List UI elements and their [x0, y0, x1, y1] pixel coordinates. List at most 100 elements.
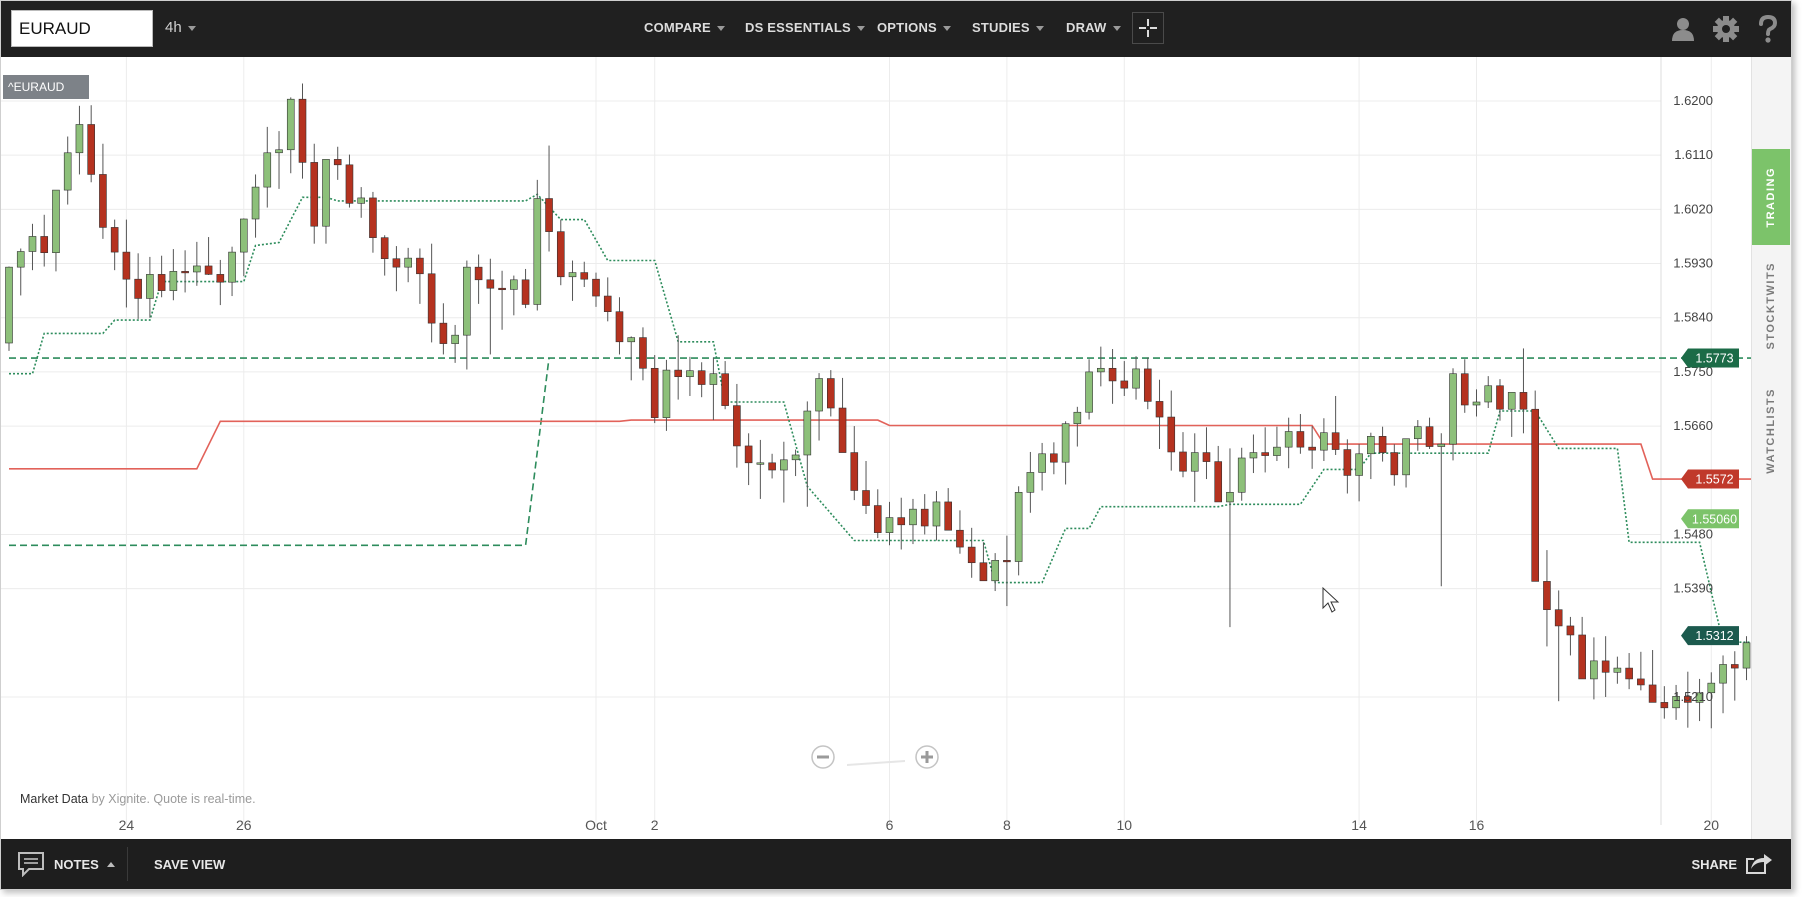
candle-body — [1625, 667, 1633, 680]
zoom-slider[interactable] — [847, 753, 905, 766]
bottom-toolbar: NOTES SAVE VIEW SHARE — [1, 839, 1791, 889]
x-tick-label: 2 — [651, 817, 659, 833]
candle-body — [298, 98, 307, 163]
candle-body — [1237, 457, 1246, 493]
tab-trading[interactable]: TRADING — [1752, 149, 1790, 245]
options-menu-label: OPTIONS — [877, 20, 937, 35]
price-badge-label: 1.5773 — [1695, 352, 1733, 366]
candle — [404, 247, 412, 283]
candle — [75, 105, 84, 175]
candle — [897, 497, 906, 550]
candle-body — [474, 266, 483, 281]
candle-body — [979, 562, 988, 582]
candle-body — [744, 445, 753, 464]
candle — [310, 143, 319, 244]
candle-body — [1613, 667, 1622, 673]
help-button[interactable] — [1753, 13, 1783, 45]
candle-body — [16, 251, 25, 268]
tab-stocktwits[interactable]: STOCKTWITS — [1752, 251, 1790, 361]
candle-body — [580, 272, 589, 280]
candle — [1343, 439, 1352, 494]
candle-body — [146, 274, 154, 299]
candle — [1085, 359, 1093, 420]
candle-body — [721, 373, 729, 406]
crosshair-button[interactable] — [1132, 12, 1164, 44]
compare-menu[interactable]: COMPARE — [644, 20, 725, 35]
candle-body — [780, 459, 788, 471]
candle-body — [1155, 401, 1164, 418]
y-tick-label: 1.6020 — [1673, 201, 1713, 216]
candle-body — [1085, 371, 1093, 413]
interval-dropdown[interactable]: 4h — [165, 19, 196, 39]
candle — [474, 254, 483, 304]
tab-watchlists[interactable]: WATCHLISTS — [1752, 376, 1790, 486]
candle — [733, 383, 741, 468]
candle-body — [322, 159, 330, 227]
candle — [803, 401, 812, 507]
candle-body — [615, 311, 624, 343]
candle-body — [1566, 625, 1575, 636]
candle-body — [1460, 373, 1469, 406]
candle — [1367, 432, 1375, 480]
settings-button[interactable] — [1711, 13, 1741, 45]
candle — [52, 189, 60, 272]
symbol-badge[interactable]: ^EURAUD — [3, 75, 89, 99]
plus-icon — [915, 745, 939, 769]
user-button[interactable] — [1668, 13, 1698, 45]
candle — [357, 187, 366, 218]
help-icon — [1759, 15, 1778, 43]
candle-body — [1425, 426, 1434, 447]
credit-text: by Xignite. Quote is real-time. — [91, 792, 256, 806]
candle-body — [1730, 664, 1739, 669]
candle — [380, 235, 389, 276]
notes-button[interactable]: NOTES — [17, 849, 115, 879]
candle-body — [709, 373, 718, 385]
symbol-input[interactable] — [11, 10, 153, 47]
y-tick-label: 1.5480 — [1673, 526, 1713, 541]
credit-brand: Market Data — [20, 792, 89, 806]
price-chart[interactable]: 1.6200 1.6110 1.6020 1.5930 1.5840 1.5750 1.56… — [1, 57, 1791, 839]
candle — [1155, 379, 1164, 449]
draw-menu[interactable]: DRAW — [1066, 20, 1121, 35]
draw-menu-label: DRAW — [1066, 20, 1107, 35]
ds-essentials-menu-label: DS ESSENTIALS — [745, 20, 851, 35]
candle — [286, 97, 295, 174]
candle-body — [463, 266, 471, 336]
zoom-out-button[interactable] — [811, 745, 835, 769]
ds-essentials-menu[interactable]: DS ESSENTIALS — [745, 20, 865, 35]
studies-menu[interactable]: STUDIES — [972, 20, 1044, 35]
candle — [1578, 616, 1586, 680]
zoom-in-button[interactable] — [915, 745, 939, 769]
candle — [1566, 616, 1575, 656]
indicator-line — [9, 419, 1791, 480]
candle-body — [733, 405, 741, 447]
candle-body — [1519, 392, 1528, 410]
candle — [240, 218, 248, 277]
candle — [333, 146, 342, 180]
share-button[interactable]: SHARE — [1691, 849, 1773, 879]
candle-body — [510, 279, 518, 290]
chart-area[interactable]: 1.6200 1.6110 1.6020 1.5930 1.5840 1.5750 1.56… — [1, 57, 1791, 839]
candle-body — [380, 237, 389, 260]
candle-body — [451, 334, 459, 344]
candle — [862, 460, 870, 514]
notes-label: NOTES — [54, 856, 99, 872]
candle-body — [1308, 446, 1316, 451]
save-view-button[interactable]: SAVE VIEW — [154, 857, 226, 872]
candle-body — [556, 231, 565, 278]
candle-body — [1355, 453, 1363, 476]
candle-body — [1190, 452, 1199, 472]
candle — [5, 266, 13, 351]
candle — [1648, 650, 1657, 703]
candle-body — [1367, 436, 1375, 455]
options-menu[interactable]: OPTIONS — [877, 20, 951, 35]
candle — [521, 268, 530, 309]
candle-body — [345, 164, 354, 204]
x-tick-label: 6 — [886, 817, 894, 833]
candle — [1601, 636, 1610, 697]
price-badge-label: 1.5312 — [1695, 629, 1733, 643]
x-tick-label: 8 — [1003, 817, 1011, 833]
candle — [1003, 535, 1011, 607]
candle-body — [75, 124, 84, 154]
candle — [603, 277, 612, 322]
